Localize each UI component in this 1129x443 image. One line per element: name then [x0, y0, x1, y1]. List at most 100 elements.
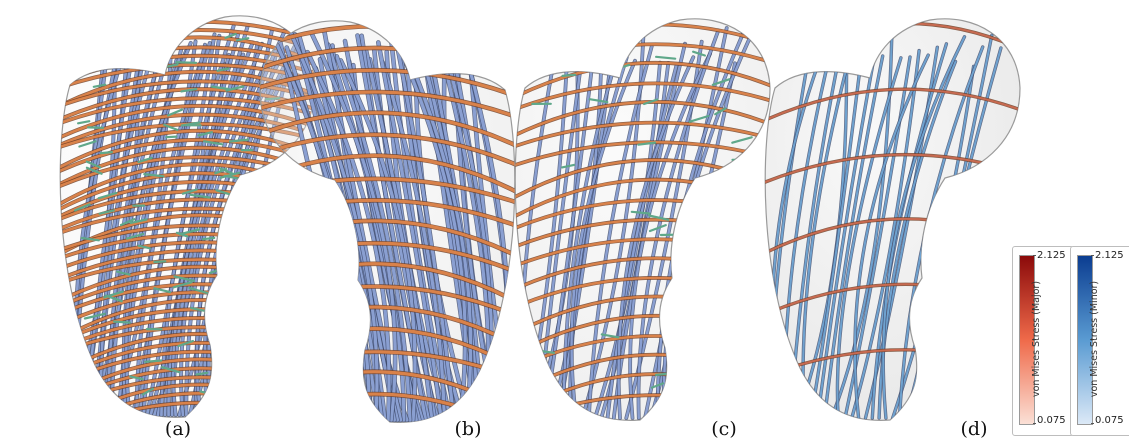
medium-stress-line — [77, 120, 91, 125]
major-stress-line — [765, 88, 1020, 129]
medium-stress-line — [279, 234, 293, 241]
medium-stress-line — [116, 270, 131, 276]
medium-stress-line — [167, 108, 184, 117]
medium-stress-line — [175, 61, 198, 64]
medium-stress-line — [178, 228, 200, 236]
medium-stress-line — [688, 114, 710, 123]
minor-stress-line — [335, 54, 412, 422]
medium-stress-line — [203, 140, 224, 146]
major-stress-line — [515, 82, 770, 116]
medium-stress-line — [561, 163, 576, 169]
medium-stress-line — [126, 232, 145, 240]
major-stress-line — [515, 61, 770, 106]
medium-stress-line — [181, 188, 198, 195]
medium-stress-line — [175, 231, 189, 238]
medium-stress-line — [180, 88, 198, 93]
medium-stress-line — [129, 218, 148, 224]
medium-stress-line — [637, 141, 657, 146]
legend-major-min: 0.075 — [1037, 415, 1066, 426]
medium-stress-line — [742, 319, 763, 324]
medium-stress-line — [137, 156, 153, 164]
medium-stress-line — [153, 260, 167, 264]
medium-stress-line — [129, 375, 144, 381]
panel-d-femur — [764, 18, 1021, 421]
minor-stress-line — [401, 54, 467, 422]
medium-stress-line — [235, 37, 250, 42]
medium-stress-line — [294, 217, 308, 222]
medium-stress-line — [219, 171, 241, 179]
panel-d-label: (d) — [960, 418, 988, 440]
major-stress-line — [260, 111, 515, 154]
medium-stress-line — [215, 189, 233, 196]
medium-stress-line — [73, 203, 91, 212]
medium-stress-line — [264, 384, 285, 391]
medium-stress-line — [696, 342, 715, 348]
medium-stress-line — [296, 318, 316, 324]
minor-stress-line — [853, 54, 930, 419]
legend-minor-max: 2.125 — [1095, 250, 1124, 261]
panel-b-label: (b) — [454, 418, 482, 440]
medium-stress-line — [648, 214, 670, 221]
medium-stress-line — [643, 98, 659, 106]
medium-stress-line — [165, 135, 178, 139]
medium-stress-line — [588, 98, 609, 104]
medium-stress-line — [141, 387, 154, 396]
medium-stress-line — [197, 131, 213, 137]
medium-stress-line — [216, 67, 230, 72]
major-stress-line — [515, 141, 770, 172]
medium-stress-line — [655, 372, 673, 376]
medium-stress-line — [177, 339, 194, 348]
medium-stress-line — [278, 275, 295, 281]
medium-stress-line — [104, 294, 123, 303]
medium-stress-line — [172, 281, 193, 289]
medium-stress-line — [273, 183, 290, 189]
medium-stress-line — [173, 275, 196, 282]
medium-stress-line — [269, 304, 287, 312]
medium-stress-line — [99, 151, 113, 155]
medium-stress-line — [210, 85, 230, 91]
medium-stress-line — [692, 50, 706, 57]
medium-stress-line — [714, 107, 727, 116]
medium-stress-line — [731, 136, 753, 144]
minor-stress-line — [809, 30, 866, 419]
medium-stress-line — [708, 375, 722, 383]
colorbar-minor — [1077, 255, 1093, 425]
medium-stress-line — [277, 375, 294, 383]
medium-stress-line — [201, 236, 216, 241]
minor-stress-line — [593, 61, 662, 420]
major-stress-line — [260, 133, 515, 173]
medium-stress-line — [228, 138, 250, 143]
major-stress-line — [515, 100, 770, 144]
medium-stress-line — [655, 55, 677, 60]
medium-stress-line — [253, 283, 268, 289]
medium-stress-line — [600, 333, 620, 339]
medium-stress-line — [143, 173, 165, 178]
medium-stress-line — [163, 123, 179, 131]
minor-stress-line — [410, 62, 473, 422]
minor-stress-line — [816, 58, 875, 419]
medium-stress-line — [113, 320, 131, 324]
medium-stress-line — [285, 256, 306, 262]
medium-stress-line — [92, 83, 107, 88]
medium-stress-line — [97, 191, 118, 200]
panel-b-femur — [259, 20, 516, 423]
medium-stress-line — [98, 209, 115, 215]
medium-stress-line — [195, 371, 209, 376]
medium-stress-line — [258, 178, 272, 185]
minor-stress-line — [393, 32, 456, 422]
major-stress-line — [260, 68, 515, 103]
major-stress-line — [260, 90, 515, 124]
minor-stress-line — [823, 55, 884, 419]
minor-stress-line — [606, 63, 678, 420]
medium-stress-line — [144, 359, 163, 363]
medium-stress-line — [74, 383, 94, 389]
medium-stress-line — [83, 312, 106, 320]
major-stress-line — [515, 121, 770, 153]
medium-stress-line — [630, 210, 651, 215]
medium-stress-line — [296, 351, 312, 358]
medium-stress-line — [224, 32, 237, 39]
medium-stress-line — [189, 193, 211, 199]
medium-stress-line — [80, 236, 100, 242]
medium-stress-line — [160, 366, 181, 374]
